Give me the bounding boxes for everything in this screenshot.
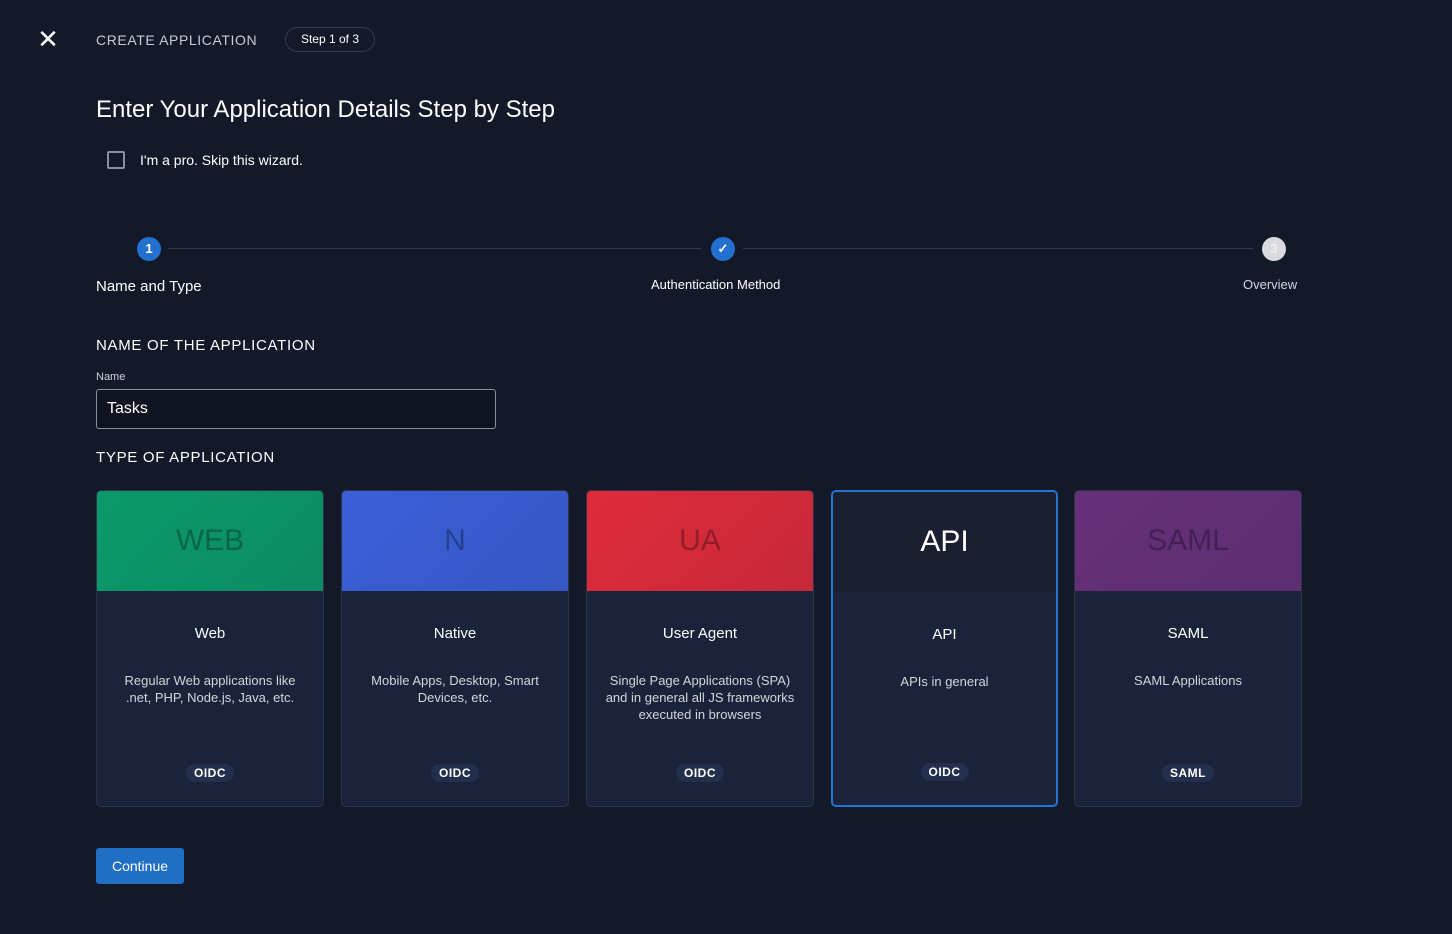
wizard-heading: Enter Your Application Details Step by S…	[96, 96, 555, 123]
app-type-card-api[interactable]: API API APIs in general OIDC	[831, 490, 1058, 807]
card-title: User Agent	[662, 625, 738, 642]
step-1-label: Name and Type	[96, 278, 202, 295]
stepper-connector	[743, 248, 1253, 249]
card-title: API	[932, 626, 957, 643]
card-title: SAML	[1167, 625, 1209, 642]
step-2-check-icon[interactable]: ✓	[711, 237, 735, 261]
card-description: Mobile Apps, Desktop, Smart Devices, etc…	[371, 673, 539, 705]
stepper-connector	[168, 248, 701, 249]
name-field-label: Name	[96, 371, 126, 383]
card-header: UA	[587, 491, 813, 591]
page-title: CREATE APPLICATION	[96, 32, 258, 48]
card-abbr: N	[444, 524, 466, 557]
continue-button[interactable]: Continue	[96, 848, 184, 884]
name-input[interactable]	[96, 389, 496, 429]
step-1-indicator[interactable]: 1	[137, 237, 161, 261]
card-header: API	[833, 492, 1056, 592]
card-description: SAML Applications	[1134, 673, 1242, 688]
card-title: Native	[433, 625, 477, 642]
card-description: Regular Web applications like .net, PHP,…	[124, 673, 296, 705]
card-header: N	[342, 491, 568, 591]
card-header: SAML	[1075, 491, 1301, 591]
card-description: Single Page Applications (SPA) and in ge…	[605, 673, 795, 722]
checkbox-icon[interactable]	[107, 151, 125, 169]
app-type-card-native[interactable]: N Native Mobile Apps, Desktop, Smart Dev…	[341, 490, 569, 807]
card-abbr: SAML	[1147, 524, 1229, 557]
step-2-label: Authentication Method	[651, 277, 781, 292]
app-type-card-user-agent[interactable]: UA User Agent Single Page Applications (…	[586, 490, 814, 807]
card-description: APIs in general	[900, 674, 989, 689]
protocol-badge: OIDC	[431, 764, 479, 782]
card-abbr: API	[920, 525, 969, 558]
app-type-card-web[interactable]: WEB Web Regular Web applications like .n…	[96, 490, 324, 807]
card-header: WEB	[97, 491, 323, 591]
step-3-indicator[interactable]: 3	[1262, 237, 1286, 261]
app-type-card-saml[interactable]: SAML SAML SAML Applications SAML	[1074, 490, 1302, 807]
close-icon[interactable]: ✕	[37, 24, 59, 54]
protocol-badge: OIDC	[676, 764, 724, 782]
skip-wizard-checkbox[interactable]: I'm a pro. Skip this wizard.	[107, 151, 303, 169]
card-title: Web	[194, 625, 226, 642]
type-section-title: TYPE OF APPLICATION	[96, 449, 275, 466]
card-abbr: UA	[679, 524, 721, 557]
step-badge: Step 1 of 3	[285, 27, 375, 52]
protocol-badge: SAML	[1162, 764, 1214, 782]
card-abbr: WEB	[175, 524, 245, 557]
name-section-title: NAME OF THE APPLICATION	[96, 337, 316, 354]
protocol-badge: OIDC	[920, 763, 969, 781]
protocol-badge: OIDC	[186, 764, 234, 782]
skip-wizard-label: I'm a pro. Skip this wizard.	[140, 152, 303, 168]
step-3-label: Overview	[1243, 277, 1298, 292]
